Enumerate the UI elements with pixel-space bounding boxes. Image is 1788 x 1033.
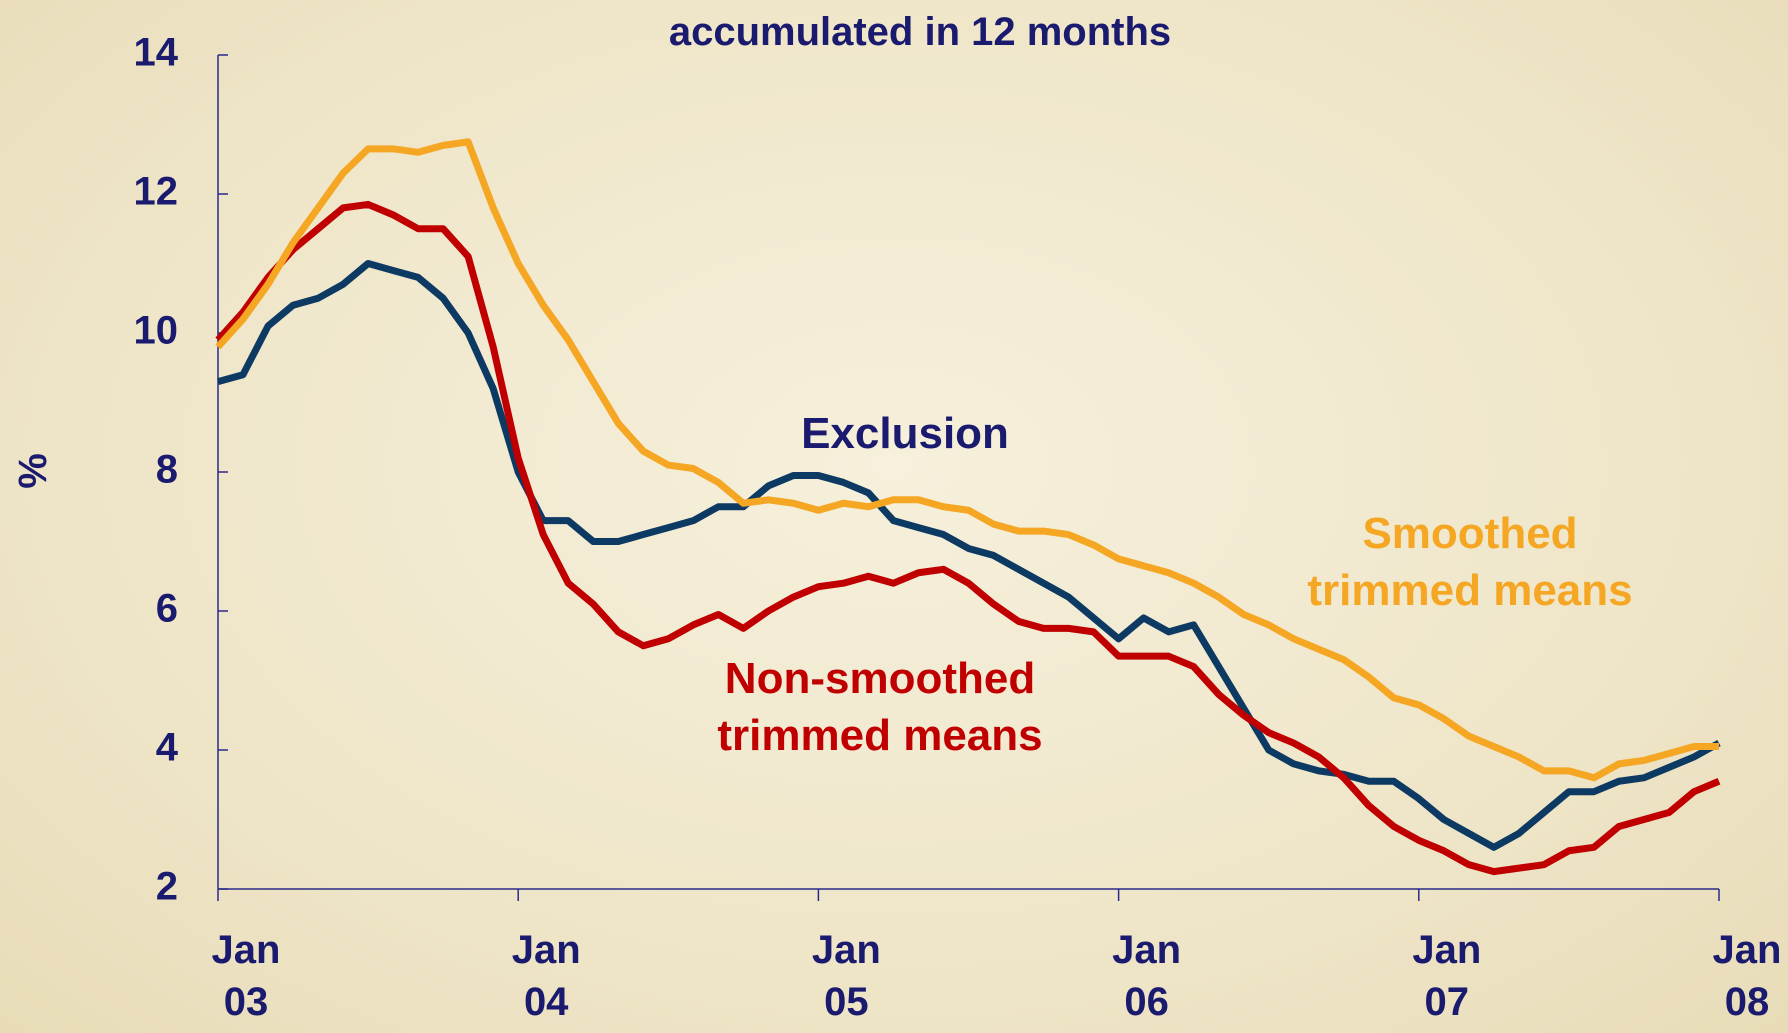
series-label: Exclusion (760, 405, 1050, 462)
x-tick-label: Jan 08 (1707, 924, 1787, 1028)
y-tick-label: 12 (134, 170, 179, 214)
series-label: Smoothed trimmed means (1280, 505, 1660, 619)
x-tick-label: Jan 05 (806, 924, 886, 1028)
x-tick-label: Jan 06 (1107, 924, 1187, 1028)
chart-title: accumulated in 12 months (560, 6, 1280, 58)
chart: 2 4 6 8 10 12 14 accumulated in 12 months % Ex… (0, 0, 1788, 1033)
y-axis-label: % (7, 446, 59, 496)
y-tick-label: 8 (156, 448, 178, 492)
y-tick-label: 4 (156, 726, 179, 770)
y-tick-label: 10 (134, 309, 179, 353)
series-label: Non-smoothed trimmed means (680, 650, 1080, 764)
x-tick-label: Jan 07 (1407, 924, 1487, 1028)
y-tick-label: 14 (134, 31, 179, 75)
x-tick-label: Jan 03 (206, 924, 286, 1028)
y-tick-label: 6 (156, 587, 178, 631)
x-tick-label: Jan 04 (506, 924, 586, 1028)
y-tick-label: 2 (156, 865, 178, 909)
